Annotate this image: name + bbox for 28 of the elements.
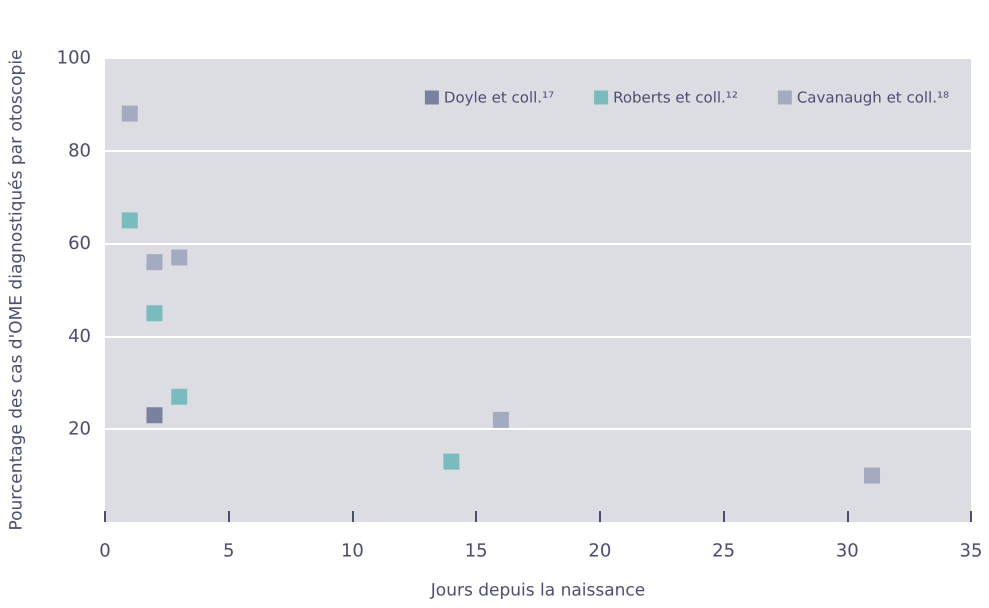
point — [146, 305, 162, 322]
x-tick-label: 25 — [712, 540, 736, 562]
y-tick-label: 100 — [56, 48, 91, 68]
point — [171, 388, 188, 405]
point — [146, 407, 162, 424]
point — [864, 468, 880, 484]
legend-label: Doyle et coll.¹⁷ — [444, 88, 554, 106]
y-tick-label: 80 — [68, 140, 91, 162]
point — [443, 454, 460, 470]
x-tick-label: 10 — [340, 540, 364, 562]
legend-label: Cavanaugh et coll.¹⁸ — [796, 88, 950, 106]
x-tick-label: 30 — [836, 540, 859, 562]
x-axis-title: Jours depuis la naissance — [430, 580, 646, 600]
x-tick-label: 20 — [588, 540, 612, 562]
point — [146, 254, 162, 270]
y-tick-label: 40 — [68, 326, 91, 347]
x-tick-label: 0 — [99, 540, 111, 562]
y-tick-label: 20 — [68, 418, 91, 440]
point — [122, 212, 138, 228]
legend-label: Roberts et coll.¹² — [613, 88, 738, 106]
x-tick-label: 35 — [960, 540, 982, 562]
y-axis-title: Pourcentage des cas d'OME diagnostiqués par otoscopie — [6, 49, 26, 531]
y-tick-label: 60 — [68, 233, 91, 254]
point — [171, 250, 188, 266]
point — [122, 106, 138, 122]
point — [492, 412, 509, 428]
x-tick-label: 15 — [464, 540, 488, 562]
x-tick-label: 5 — [222, 540, 234, 562]
